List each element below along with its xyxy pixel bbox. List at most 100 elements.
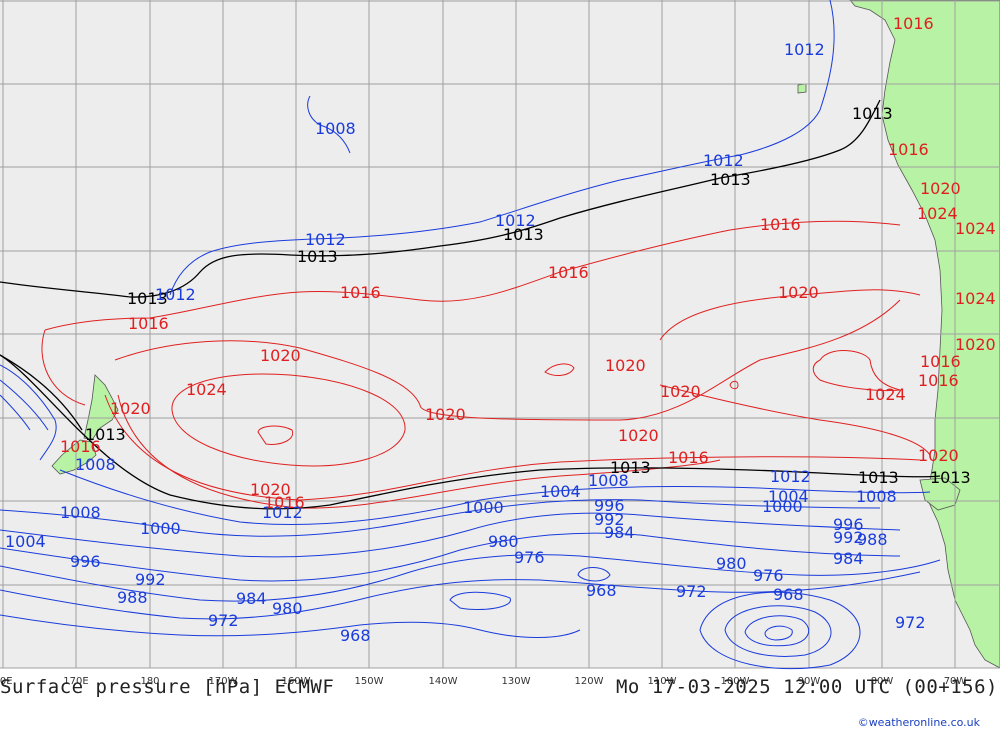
lon-tick: 120W xyxy=(575,676,604,687)
isobar-label: 1000 xyxy=(463,498,504,517)
isobar-label: 1016 xyxy=(918,371,959,390)
isobar-label: 968 xyxy=(340,626,371,645)
isobar-label: 1024 xyxy=(917,204,958,223)
longitude-ticks: 60E 170E 180 170W 160W 150W 140W 130W 12… xyxy=(0,676,966,687)
lon-tick: 170W xyxy=(209,676,238,687)
lon-tick: 170E xyxy=(63,676,88,687)
isobar-label: 1013 xyxy=(127,289,168,308)
isobar-label: 1020 xyxy=(920,179,961,198)
isobar-label: 1012 xyxy=(155,285,196,304)
isobar-label: 972 xyxy=(208,611,239,630)
isobar-label: 1020 xyxy=(778,283,819,302)
isobar-label: 1013 xyxy=(858,468,899,487)
lon-tick: 80W xyxy=(871,676,894,687)
isobar-label: 972 xyxy=(676,582,707,601)
isobar-label: 996 xyxy=(70,552,101,571)
lon-tick: 150W xyxy=(355,676,384,687)
isobar-label: 1004 xyxy=(768,487,809,506)
isobar-label: 1020 xyxy=(955,335,996,354)
valid-time: Mo 17-03-2025 12:00 UTC (00+156) xyxy=(615,676,998,698)
isobar-label: 1016 xyxy=(340,283,381,302)
isobar-label: 1008 xyxy=(588,471,629,490)
lon-tick: 60E xyxy=(0,676,13,687)
map-title: Surface pressure [hPa] ECMWF xyxy=(0,676,335,698)
isobar-label: 1020 xyxy=(918,446,959,465)
isobar-label: 1008 xyxy=(856,487,897,506)
isobar-label: 1013 xyxy=(85,425,126,444)
isobar-label: 976 xyxy=(514,548,545,567)
graticule xyxy=(0,0,1000,669)
isobar-label: 1008 xyxy=(315,119,356,138)
isobar-label: 980 xyxy=(716,554,747,573)
isobar-label: 984 xyxy=(236,589,267,608)
lon-tick: 90W xyxy=(798,676,821,687)
isobar-label: 1016 xyxy=(888,140,929,159)
isobar-label: 992 xyxy=(594,510,625,529)
lon-tick: 140W xyxy=(429,676,458,687)
isobar-label: 980 xyxy=(488,532,519,551)
isobar-label: 992 xyxy=(135,570,166,589)
isobar-label: 1020 xyxy=(250,480,291,499)
isobar-label: 1020 xyxy=(425,405,466,424)
isobar-label: 1012 xyxy=(784,40,825,59)
isobar-label: 1016 xyxy=(920,352,961,371)
isobar-label: 980 xyxy=(272,599,303,618)
isobar-label: 1013 xyxy=(852,104,893,123)
isobar-label: 1024 xyxy=(865,385,906,404)
lon-tick: 130W xyxy=(502,676,531,687)
isobar-label: 1020 xyxy=(660,382,701,401)
isobar-label: 968 xyxy=(586,581,617,600)
isobar-label: 968 xyxy=(773,585,804,604)
lon-tick: 100W xyxy=(721,676,750,687)
isobar-label: 1004 xyxy=(5,532,46,551)
isobar-label: 1013 xyxy=(610,458,651,477)
isobar-label: 988 xyxy=(117,588,148,607)
isobar-label: 1016 xyxy=(60,437,101,456)
isobar-label: 1013 xyxy=(503,225,544,244)
isobar-label: 1016 xyxy=(760,215,801,234)
isobar-label: 1012 xyxy=(305,230,346,249)
lon-tick: 70W xyxy=(944,676,967,687)
isobars-reference xyxy=(0,99,941,510)
isobar-labels: 1016 1016 1020 1024 1024 1024 1020 1016 … xyxy=(5,14,996,645)
isobars-high xyxy=(41,220,931,509)
lon-tick: 160W xyxy=(282,676,311,687)
lon-tick: 110W xyxy=(648,676,677,687)
isobar-label: 1008 xyxy=(60,503,101,522)
isobar-label: 1024 xyxy=(955,289,996,308)
isobars-low xyxy=(0,0,941,670)
land-galapagos xyxy=(797,83,807,94)
isobar-label: 1016 xyxy=(128,314,169,333)
isobar-label: 1008 xyxy=(75,455,116,474)
isobar-label: 1024 xyxy=(955,219,996,238)
isobar-label: 1016 xyxy=(893,14,934,33)
isobar-label: 1016 xyxy=(668,448,709,467)
isobar-label: 992 xyxy=(833,528,864,547)
isobar-label: 996 xyxy=(833,515,864,534)
isobar-label: 1020 xyxy=(605,356,646,375)
isobar-label: 996 xyxy=(594,496,625,515)
isobar-label: 1024 xyxy=(186,380,227,399)
isobar-label: 1013 xyxy=(710,170,751,189)
land-new-zealand-north xyxy=(83,374,119,441)
isobar-label: 1016 xyxy=(548,263,589,282)
isobar-label: 984 xyxy=(604,523,635,542)
isobar-label: 984 xyxy=(833,549,864,568)
isobar-label: 1020 xyxy=(260,346,301,365)
isobar-label: 1012 xyxy=(770,467,811,486)
isobar-label: 972 xyxy=(895,613,926,632)
land-new-zealand-south xyxy=(51,439,97,475)
isobar-label: 1012 xyxy=(495,211,536,230)
isobar-label: 1000 xyxy=(140,519,181,538)
isobar-label: 988 xyxy=(857,530,888,549)
isobar-label: 1016 xyxy=(264,493,305,512)
isobar-label: 1013 xyxy=(930,468,971,487)
isobar-label: 1013 xyxy=(297,247,338,266)
isobar-label: 1004 xyxy=(540,482,581,501)
credit-link[interactable]: ©weatheronline.co.uk xyxy=(857,716,980,729)
isobar-label: 1020 xyxy=(618,426,659,445)
isobar-label: 1012 xyxy=(262,503,303,522)
isobar-label: 1000 xyxy=(762,497,803,516)
isobar-label: 1020 xyxy=(110,399,151,418)
